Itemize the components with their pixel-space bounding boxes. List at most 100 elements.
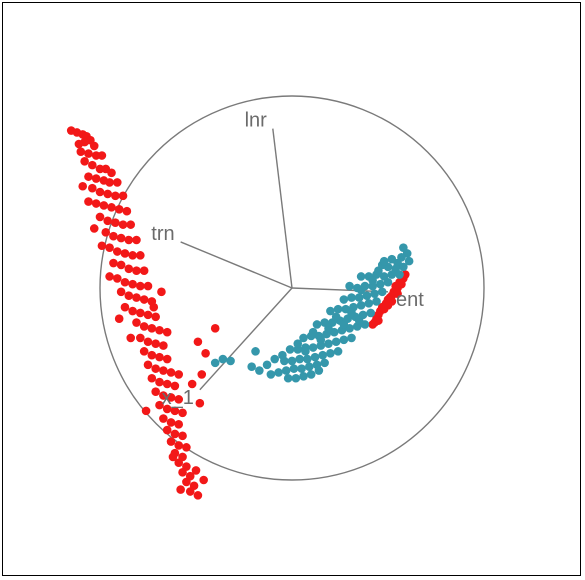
data-point [120, 302, 130, 312]
data-point [162, 379, 172, 389]
data-point [107, 168, 116, 178]
data-point [182, 443, 191, 452]
data-points [66, 126, 414, 500]
data-point [147, 350, 157, 360]
data-point [372, 297, 381, 306]
data-point [132, 266, 141, 276]
data-point [136, 308, 145, 318]
data-point [95, 187, 105, 197]
data-point [88, 160, 97, 170]
data-point [314, 366, 324, 375]
data-point [345, 281, 354, 291]
data-point [139, 322, 149, 331]
data-point [303, 354, 312, 364]
data-point [78, 181, 88, 191]
data-point [383, 277, 393, 287]
data-point [178, 468, 187, 477]
data-point [76, 147, 86, 156]
data-point [187, 379, 197, 389]
data-point [143, 360, 153, 370]
data-point [116, 233, 126, 243]
data-point [122, 206, 132, 216]
data-point [379, 256, 389, 266]
data-point [89, 224, 99, 233]
projection-axes [180, 128, 389, 391]
data-point [283, 373, 293, 383]
data-point [347, 293, 356, 302]
data-point [193, 337, 203, 347]
axis-label-x-1: x_1 [162, 387, 194, 409]
axis-labels: lnr trn x_1 ent [151, 110, 424, 409]
data-point [366, 308, 376, 318]
data-point [178, 431, 187, 441]
data-point [147, 373, 157, 383]
data-point [162, 404, 172, 414]
data-point [281, 366, 291, 375]
data-point [166, 393, 176, 402]
data-point [159, 366, 168, 375]
data-point [185, 487, 195, 496]
data-point [393, 289, 402, 299]
data-point [226, 356, 235, 366]
data-point [166, 418, 176, 427]
data-point [120, 277, 130, 287]
data-point [139, 347, 149, 356]
axis-label-ent: ent [396, 289, 424, 311]
data-point [356, 285, 366, 295]
data-point [312, 320, 322, 329]
plot-frame: lnr trn x_1 ent [2, 2, 581, 576]
data-point [174, 441, 184, 450]
data-point [308, 343, 318, 352]
data-point [97, 241, 107, 251]
data-point [128, 251, 137, 260]
data-point [112, 178, 122, 187]
data-point [178, 408, 187, 418]
data-point [170, 381, 180, 391]
data-point [114, 204, 124, 214]
data-point [124, 291, 134, 300]
data-point [107, 203, 116, 212]
data-point [326, 348, 335, 358]
data-point [162, 327, 172, 337]
data-point [354, 293, 364, 302]
data-point [387, 297, 397, 306]
data-point [139, 266, 149, 276]
data-point [285, 345, 295, 354]
data-point [397, 279, 406, 289]
data-point [139, 295, 149, 304]
data-point [128, 306, 137, 316]
data-point [109, 258, 118, 268]
data-point [174, 458, 184, 468]
data-point [291, 373, 301, 383]
data-point [210, 358, 220, 368]
data-point [114, 314, 124, 324]
data-point [376, 279, 385, 289]
data-point [356, 272, 366, 281]
data-point [116, 260, 126, 270]
data-point [255, 366, 264, 375]
data-point [155, 377, 164, 387]
data-point [103, 189, 112, 199]
data-point [159, 414, 168, 423]
data-point [80, 156, 89, 166]
data-point [136, 251, 145, 260]
data-point [132, 293, 141, 302]
data-point [105, 243, 114, 252]
data-point [293, 339, 303, 348]
data-point [262, 360, 272, 370]
data-point [199, 475, 208, 485]
data-point [162, 354, 172, 364]
data-point [136, 281, 145, 291]
data-point [157, 287, 166, 297]
axis-vector-trn [180, 241, 293, 289]
data-point [195, 398, 205, 408]
data-point [151, 387, 160, 396]
data-point [116, 287, 126, 297]
data-point [387, 254, 397, 264]
data-point [377, 287, 387, 297]
data-point [143, 310, 153, 320]
data-point [99, 201, 109, 210]
data-point [118, 220, 128, 229]
data-point [159, 341, 168, 350]
scatter-plot: lnr trn x_1 ent [66, 95, 485, 500]
